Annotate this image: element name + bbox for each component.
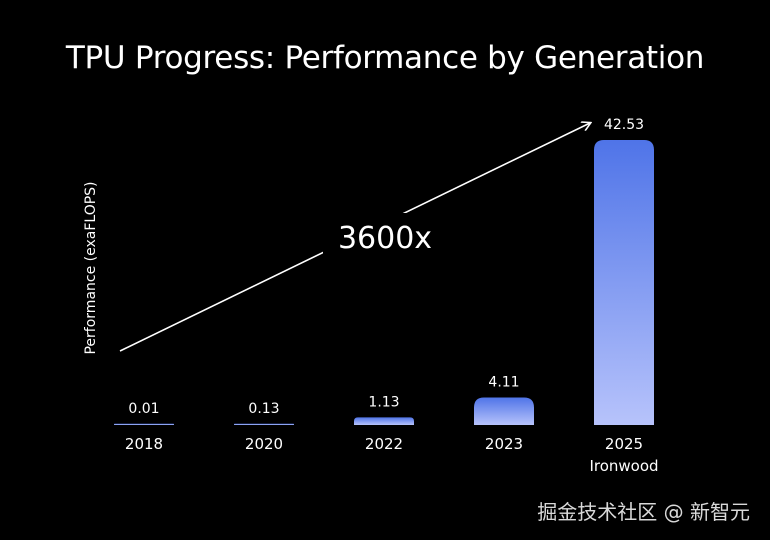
bar-2020 [234, 423, 294, 425]
bar-2018 [114, 423, 174, 425]
value-label-2023: 4.11 [488, 374, 519, 390]
watermark-text: 掘金技术社区 @ 新智元 [537, 500, 750, 524]
bar-2023 [474, 397, 534, 425]
value-label-2022: 1.13 [368, 394, 399, 410]
category-label-2025: 2025 [605, 435, 643, 453]
category-label-2020: 2020 [245, 435, 283, 453]
watermark: 掘金技术社区 @ 新智元 [537, 496, 750, 525]
growth-annotation: 3600x [338, 221, 432, 256]
bar-2022 [354, 417, 414, 425]
category-label-2023: 2023 [485, 435, 523, 453]
annotation-background [323, 213, 447, 259]
chart-title: TPU Progress: Performance by Generation [65, 40, 705, 76]
value-label-2020: 0.13 [248, 401, 279, 417]
value-label-2018: 0.01 [128, 401, 159, 417]
bar-2025 [594, 140, 654, 425]
category-label-2018: 2018 [125, 435, 163, 453]
value-label-2025: 42.53 [604, 117, 644, 133]
category-label-2022: 2022 [365, 435, 403, 453]
category-sublabel-2025: Ironwood [589, 457, 658, 475]
